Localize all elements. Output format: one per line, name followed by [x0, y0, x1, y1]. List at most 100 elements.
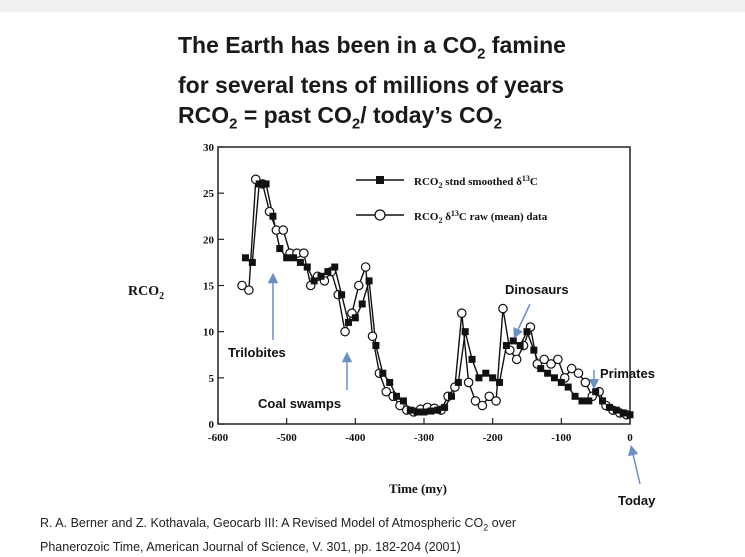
data-point-raw — [498, 303, 508, 314]
data-point-smoothed — [502, 342, 510, 350]
data-point-raw — [353, 280, 364, 291]
svg-text:Coal swamps: Coal swamps — [258, 396, 341, 411]
x-tick-label: -100 — [551, 432, 572, 444]
data-point-raw — [566, 363, 577, 374]
y-tick-label: 15 — [203, 281, 215, 293]
data-point-smoothed — [482, 369, 490, 377]
x-tick-label: -500 — [277, 432, 298, 444]
data-point-smoothed — [537, 365, 545, 373]
data-point-raw — [470, 396, 481, 406]
svg-text:Primates: Primates — [600, 366, 655, 381]
citation-line-2: Phanerozoic Time, American Journal of Sc… — [40, 539, 461, 554]
data-point-smoothed — [296, 258, 304, 266]
data-point-smoothed — [434, 406, 442, 414]
data-point-smoothed — [351, 314, 359, 322]
data-point-raw — [367, 331, 378, 342]
data-point-smoothed — [276, 245, 284, 253]
x-axis-label: Time (my) — [389, 481, 447, 496]
data-point-smoothed — [578, 397, 586, 405]
data-point-smoothed — [413, 408, 421, 416]
data-point-raw — [244, 285, 254, 295]
data-point-smoothed — [571, 392, 579, 400]
data-point-smoothed — [317, 272, 325, 280]
title-line-3: RCO2 = past CO2/ today’s CO2 — [178, 101, 502, 133]
data-point-smoothed — [372, 342, 380, 350]
x-tick-label: -300 — [414, 432, 435, 444]
legend-entry-raw: RCO2 δ13C raw (mean) data — [356, 209, 548, 225]
data-point-smoothed — [619, 409, 627, 417]
data-point-raw — [340, 326, 350, 337]
x-tick-label: 0 — [627, 432, 633, 444]
data-point-smoothed — [406, 406, 414, 414]
data-point-raw — [299, 248, 309, 258]
data-point-raw — [491, 396, 501, 406]
svg-text:RCO2 stnd smoothed δ13C: RCO2 stnd smoothed δ13C — [414, 174, 538, 190]
annotation-primates: Primates — [588, 366, 655, 390]
data-point-raw — [511, 354, 522, 365]
slide-title: The Earth has been in a CO2 famine for s… — [178, 30, 658, 139]
annotation-dinosaurs: Dinosaurs — [505, 282, 569, 339]
data-point-smoothed — [523, 328, 531, 336]
data-point-smoothed — [358, 300, 366, 308]
legend: RCO2 stnd smoothed δ13C RCO2 δ13C raw (m… — [356, 174, 548, 225]
y-tick-label: 10 — [203, 327, 215, 339]
data-point-smoothed — [550, 374, 558, 382]
data-point-raw — [580, 377, 591, 388]
data-point-smoothed — [386, 378, 394, 386]
annotation-coal-swamps: Coal swamps — [258, 351, 353, 411]
data-point-smoothed — [420, 408, 428, 416]
data-point-smoothed — [427, 407, 435, 415]
data-point-smoothed — [248, 258, 256, 266]
data-point-smoothed — [530, 346, 538, 354]
legend-entry-smoothed: RCO2 stnd smoothed δ13C — [356, 174, 538, 190]
citation-line-1: R. A. Berner and Z. Kothavala, Geocarb I… — [40, 516, 517, 533]
citation: R. A. Berner and Z. Kothavala, Geocarb I… — [40, 514, 730, 557]
data-point-raw — [278, 225, 289, 235]
data-point-smoothed — [365, 277, 373, 285]
data-point-smoothed — [612, 406, 620, 414]
data-point-raw — [381, 386, 392, 397]
data-point-raw — [456, 308, 467, 318]
annotation-trilobites: Trilobites — [228, 272, 286, 360]
y-tick-label: 5 — [209, 373, 215, 385]
data-point-smoothed — [605, 403, 613, 411]
data-point-smoothed — [255, 180, 263, 188]
data-point-smoothed — [269, 212, 277, 220]
svg-text:RCO2 δ13C raw (mean) data: RCO2 δ13C raw (mean) data — [414, 209, 548, 225]
data-point-smoothed — [393, 392, 401, 400]
data-point-smoothed — [283, 254, 291, 262]
data-point-raw — [573, 368, 584, 379]
data-point-smoothed — [290, 254, 298, 262]
data-point-smoothed — [447, 392, 455, 400]
series-markers — [237, 174, 634, 420]
data-point-smoothed — [331, 263, 339, 271]
y-axis-label: RCO2 — [128, 284, 164, 302]
data-point-smoothed — [599, 397, 607, 405]
data-point-raw — [546, 359, 556, 369]
data-point-smoothed — [592, 388, 600, 396]
data-point-raw — [484, 391, 495, 402]
y-tick-label: 20 — [203, 234, 215, 246]
svg-text:Today: Today — [618, 493, 656, 508]
data-point-smoothed — [564, 383, 572, 391]
data-point-smoothed — [468, 355, 476, 363]
data-point-raw — [360, 262, 371, 272]
x-tick-label: -200 — [483, 432, 504, 444]
data-point-smoothed — [585, 397, 593, 405]
data-point-smoothed — [496, 378, 504, 386]
data-point-raw — [237, 280, 247, 291]
annotation-today: Today — [618, 444, 656, 508]
data-point-smoothed — [324, 268, 332, 276]
data-point-smoothed — [626, 411, 634, 419]
y-axis-ticks: 0 5 10 15 20 25 30 — [203, 142, 224, 431]
data-point-smoothed — [544, 369, 552, 377]
data-point-smoothed — [338, 291, 346, 299]
y-tick-label: 25 — [203, 188, 215, 200]
y-tick-label: 0 — [209, 419, 215, 431]
data-point-smoothed — [310, 277, 318, 285]
title-line-1: The Earth has been in a CO2 famine — [178, 32, 566, 63]
data-point-smoothed — [489, 374, 497, 382]
data-point-raw — [463, 377, 474, 388]
data-point-smoothed — [241, 254, 249, 262]
